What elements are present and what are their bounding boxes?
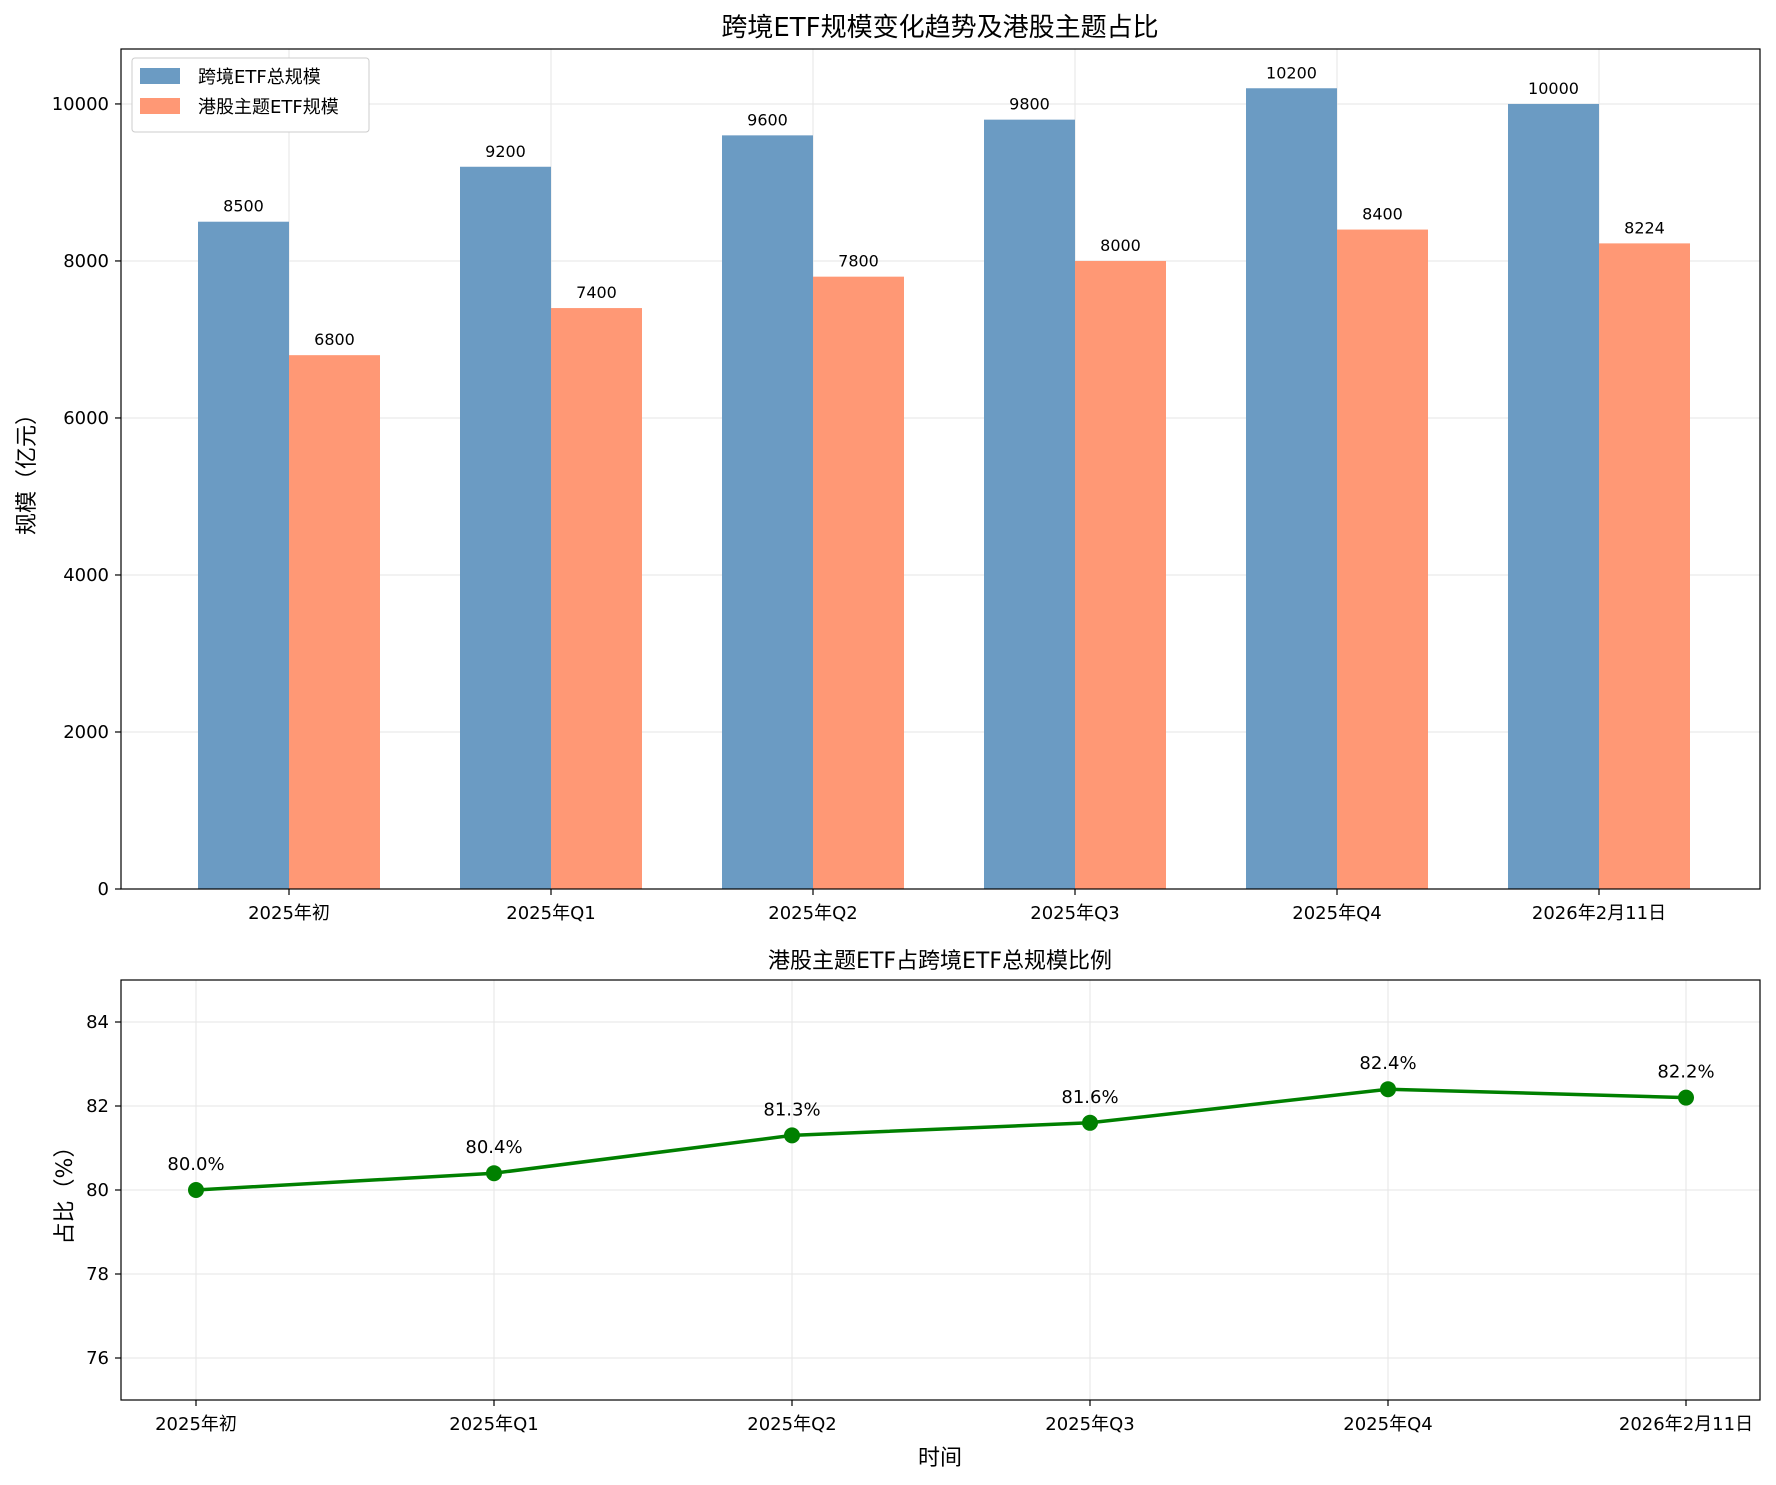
line-chart-xlabel: 时间 xyxy=(918,1446,962,1471)
bar-chart-xtick-label: 2025年Q2 xyxy=(768,903,857,924)
line-chart-ticks: 2025年初 2025年Q1 2025年Q2 2025年Q3 2025年Q4 2026年2… xyxy=(86,1012,1753,1435)
ratio-value-label: 81.3% xyxy=(763,1099,820,1120)
ratio-point xyxy=(188,1182,204,1198)
legend-label: 港股主题ETF规模 xyxy=(198,97,339,118)
bar-chart-xtick-label: 2025年初 xyxy=(248,903,330,924)
ratio-line xyxy=(195,1087,1687,1192)
bar-chart-xtick-label: 2025年Q4 xyxy=(1292,903,1381,924)
bar-value-label: 10200 xyxy=(1266,63,1317,82)
line-chart-xtick-label: 2026年2月11日 xyxy=(1619,1414,1753,1435)
ratio-point xyxy=(1082,1114,1098,1131)
bar-chart-ticks: 2025年初 2025年Q1 2025年Q2 2025年Q3 2025年Q4 2026年2… xyxy=(52,94,1666,924)
bar-value-label: 8000 xyxy=(1100,236,1141,255)
bar-value-label: 9800 xyxy=(1009,95,1050,114)
legend-swatch xyxy=(140,68,180,84)
bar-hk xyxy=(551,308,642,889)
bar-chart-data-labels: 8500 9200 9600 9800 10200 10000 6800 7400 7800 80… xyxy=(223,63,1665,349)
bar-chart-ytick-label: 2000 xyxy=(63,722,109,743)
bar-value-label: 9200 xyxy=(485,142,526,161)
line-chart-xtick-label: 2025年初 xyxy=(155,1414,237,1435)
legend-box xyxy=(131,57,370,133)
bar-chart-ylabel: 规模（亿元） xyxy=(15,403,40,535)
line-chart-title: 港股主题ETF占跨境ETF总规模比例 xyxy=(768,949,1112,974)
ratio-value-label: 80.4% xyxy=(465,1137,522,1158)
line-chart-ytick-label: 76 xyxy=(86,1348,109,1369)
bar-chart-ytick-label: 10000 xyxy=(52,94,109,115)
line-chart-ytick-label: 80 xyxy=(86,1180,109,1201)
bar-chart-xtick-label: 2026年2月11日 xyxy=(1532,903,1666,924)
bar-chart-ytick-label: 6000 xyxy=(63,408,109,429)
bar-chart-plot-frame xyxy=(120,48,1761,890)
bar-chart-ytick-label: 4000 xyxy=(63,565,109,586)
line-chart-xtick-label: 2025年Q4 xyxy=(1343,1414,1432,1435)
bar-value-label: 7400 xyxy=(576,283,617,302)
bar-chart-ytick-label: 8000 xyxy=(63,251,109,272)
line-chart-data-labels: 80.0% 80.4% 81.3% 81.6% 82.4% 82.2% xyxy=(167,1053,1714,1175)
bar-total xyxy=(460,166,551,889)
ratio-point xyxy=(1380,1081,1396,1098)
bar-hk xyxy=(813,276,904,889)
bar-total xyxy=(984,119,1075,890)
bar-total xyxy=(722,135,813,890)
bar-chart-bars xyxy=(198,88,1690,890)
bar-value-label: 8500 xyxy=(223,197,264,216)
bar-value-label: 7800 xyxy=(838,252,879,271)
bar-hk xyxy=(1075,260,1166,889)
ratio-point xyxy=(1678,1089,1694,1106)
bar-chart-xtick-label: 2025年Q1 xyxy=(506,903,595,924)
line-chart-ylabel: 占比（%） xyxy=(53,1136,78,1245)
line-chart-ytick-label: 82 xyxy=(86,1096,109,1117)
bar-hk xyxy=(1337,229,1428,890)
bar-chart-xtick-label: 2025年Q3 xyxy=(1030,903,1119,924)
line-chart-ytick-label: 84 xyxy=(86,1012,109,1033)
bar-hk xyxy=(289,355,380,889)
legend-label: 跨境ETF总规模 xyxy=(198,67,321,88)
bar-total xyxy=(1508,103,1599,890)
line-chart-xtick-label: 2025年Q3 xyxy=(1045,1414,1134,1435)
line-chart-xtick-label: 2025年Q1 xyxy=(449,1414,538,1435)
ratio-value-label: 80.0% xyxy=(167,1154,224,1175)
line-chart-ytick-label: 78 xyxy=(86,1264,109,1285)
line-chart-grid xyxy=(121,980,1760,1400)
ratio-value-label: 82.4% xyxy=(1359,1053,1416,1074)
ratio-point xyxy=(486,1165,502,1182)
bar-total xyxy=(1246,88,1337,890)
bar-value-label: 10000 xyxy=(1528,79,1579,98)
line-chart-xtick-label: 2025年Q2 xyxy=(747,1414,836,1435)
legend-swatch xyxy=(140,98,180,114)
bar-value-label: 8400 xyxy=(1362,205,1403,224)
line-chart-series xyxy=(188,1081,1694,1198)
ratio-point xyxy=(784,1127,800,1144)
bar-value-label: 6800 xyxy=(314,330,355,349)
bar-chart-ytick-label: 0 xyxy=(98,879,109,900)
bar-total xyxy=(198,221,289,890)
bar-value-label: 8224 xyxy=(1624,218,1665,237)
ratio-value-label: 81.6% xyxy=(1061,1087,1118,1108)
bar-hk xyxy=(1599,243,1690,889)
bar-chart-title: 跨境ETF规模变化趋势及港股主题占比 xyxy=(721,13,1158,43)
ratio-value-label: 82.2% xyxy=(1657,1062,1714,1083)
bar-value-label: 9600 xyxy=(747,110,788,129)
